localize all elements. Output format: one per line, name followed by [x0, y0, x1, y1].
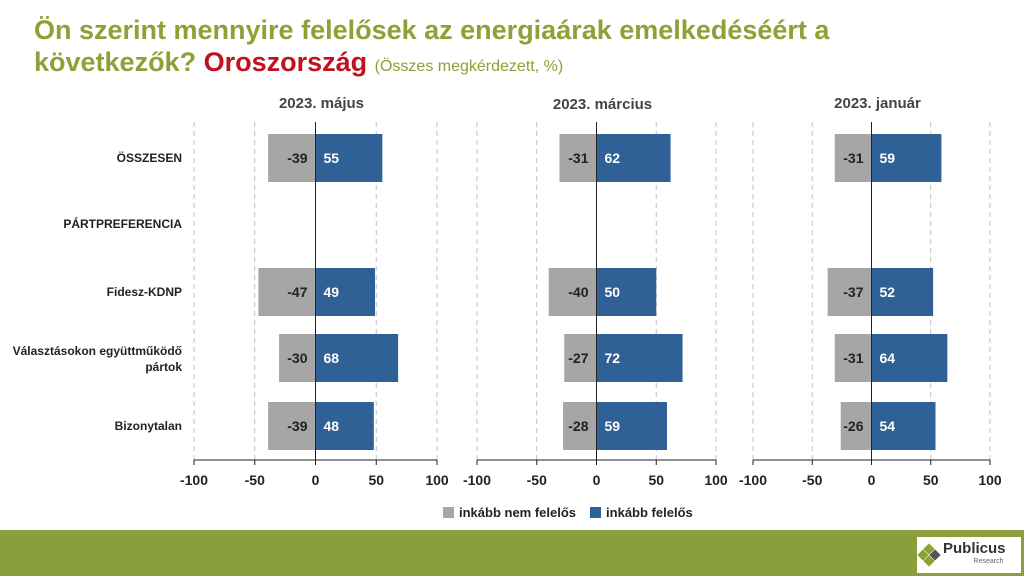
data-label-nem: -28 — [568, 418, 588, 434]
data-label-nem: -31 — [568, 150, 588, 166]
data-label-igen: 54 — [880, 418, 896, 434]
bar-igen — [596, 134, 671, 182]
x-tick-label: 50 — [923, 472, 939, 488]
publicus-logo: Publicus Research — [917, 537, 1021, 573]
x-tick-label: -50 — [245, 472, 265, 488]
x-tick-label: 0 — [312, 472, 320, 488]
data-label-igen: 59 — [880, 150, 896, 166]
x-tick-label: 50 — [368, 472, 384, 488]
x-tick-label: 100 — [978, 472, 1002, 488]
bar-igen — [871, 134, 942, 182]
bar-igen — [596, 268, 657, 316]
x-tick-label: -50 — [802, 472, 822, 488]
data-label-nem: -27 — [568, 350, 588, 366]
panel-title: 2023. január — [834, 95, 921, 112]
bar-nem — [268, 134, 316, 182]
data-label-igen: 50 — [605, 284, 621, 300]
logo-name: Publicus — [943, 540, 1006, 557]
bar-igen — [871, 268, 934, 316]
bar-nem — [279, 334, 316, 382]
bar-nem — [834, 134, 872, 182]
bar-igen — [596, 402, 668, 450]
legend-swatch-nem — [443, 507, 454, 518]
data-label-nem: -26 — [843, 418, 863, 434]
bar-nem — [268, 402, 316, 450]
data-label-nem: -47 — [287, 284, 307, 300]
legend: inkább nem felelős inkább felelős — [443, 505, 693, 520]
row-label-partpreferencia: PÁRTPREFERENCIA — [63, 217, 182, 231]
data-label-nem: -31 — [843, 150, 863, 166]
data-label-nem: -40 — [568, 284, 588, 300]
x-tick-label: -100 — [463, 472, 491, 488]
logo-sub: Research — [973, 558, 1004, 565]
bar-nem — [840, 402, 872, 450]
bar-igen — [871, 402, 936, 450]
x-tick-label: -100 — [180, 472, 208, 488]
panel-title: 2023. május — [279, 95, 364, 112]
legend-item-nem: inkább nem felelős — [443, 505, 576, 520]
legend-swatch-igen — [590, 507, 602, 518]
x-tick-label: 0 — [868, 472, 876, 488]
row-label-egyuttmukodo: Választásokon együttműködő pártok — [12, 344, 182, 374]
charts-area: -39 -47 -30 -39 55 49 68 48 -100 -50 0 50 100 2023. m… — [180, 95, 1002, 488]
bar-nem — [563, 402, 597, 450]
data-label-igen: 49 — [324, 284, 340, 300]
bar-nem — [827, 268, 872, 316]
title-main: Ön szerint mennyire felelősek az energia… — [34, 15, 830, 77]
row-label-fidesz: Fidesz-KDNP — [106, 285, 182, 299]
bar-igen — [596, 334, 683, 382]
x-tick-label: 100 — [704, 472, 728, 488]
x-tick-label: 50 — [648, 472, 664, 488]
data-label-igen: 72 — [605, 350, 621, 366]
legend-label-igen: inkább felelős — [606, 505, 693, 520]
x-tick-label: 0 — [593, 472, 601, 488]
chart-title: Ön szerint mennyire felelősek az energia… — [34, 14, 934, 83]
data-label-igen: 52 — [880, 284, 896, 300]
data-label-nem: -39 — [287, 418, 307, 434]
data-label-igen: 64 — [880, 350, 896, 366]
data-label-nem: -31 — [843, 350, 863, 366]
data-label-igen: 48 — [324, 418, 340, 434]
data-label-igen: 55 — [324, 150, 340, 166]
bar-igen — [315, 134, 383, 182]
title-highlight: Oroszország — [203, 47, 368, 77]
x-tick-label: 100 — [425, 472, 449, 488]
bar-nem — [559, 134, 597, 182]
bar-igen — [315, 402, 374, 450]
title-subtitle: (Összes megkérdezett, %) — [374, 58, 564, 75]
data-label-igen: 68 — [324, 350, 340, 366]
legend-item-igen: inkább felelős — [590, 505, 693, 520]
bar-nem — [564, 334, 597, 382]
x-tick-label: -100 — [739, 472, 767, 488]
bar-igen — [871, 334, 948, 382]
bar-igen — [315, 268, 376, 316]
bar-nem — [258, 268, 316, 316]
data-label-igen: 62 — [605, 150, 621, 166]
bar-nem — [548, 268, 597, 316]
row-label-bizonytalan: Bizonytalan — [114, 419, 182, 433]
bar-nem — [834, 334, 872, 382]
x-tick-label: -50 — [527, 472, 547, 488]
panel-title: 2023. március — [553, 96, 652, 113]
logo-icon — [917, 543, 941, 567]
data-label-nem: -37 — [843, 284, 863, 300]
data-label-nem: -39 — [287, 150, 307, 166]
row-label-osszesen: ÖSSZESEN — [116, 151, 182, 165]
footer-bar — [0, 530, 1024, 576]
data-label-igen: 59 — [605, 418, 621, 434]
data-label-nem: -30 — [287, 350, 307, 366]
bar-igen — [315, 334, 399, 382]
legend-label-nem: inkább nem felelős — [459, 505, 577, 520]
